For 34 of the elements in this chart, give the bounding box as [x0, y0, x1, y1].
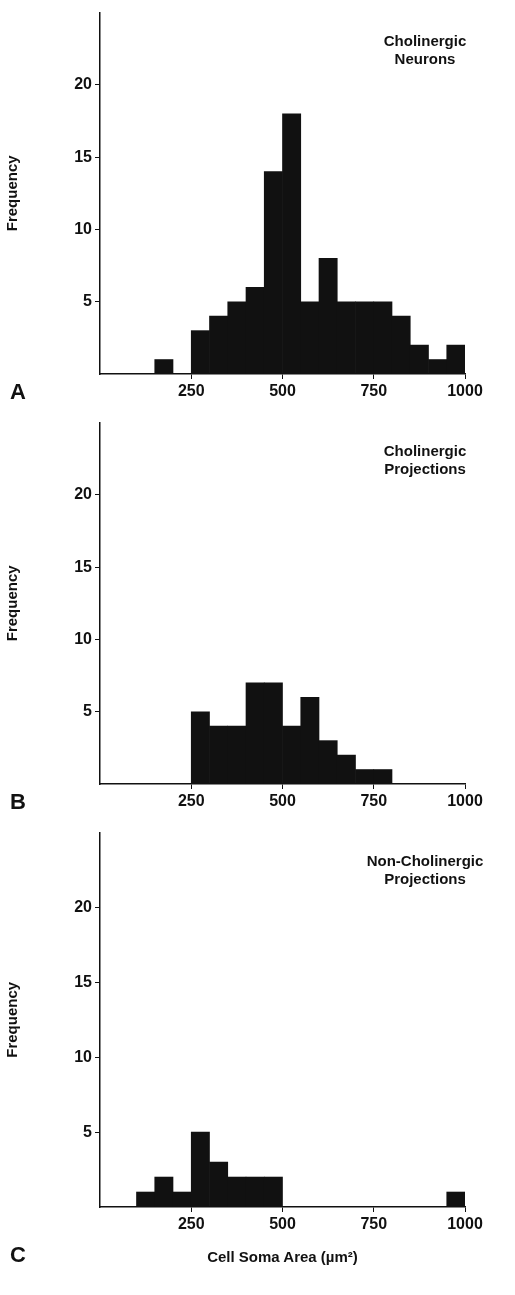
y-tick-label: 20	[74, 897, 93, 915]
y-tick-label: 20	[74, 485, 93, 503]
text: Cholinergic Neurons	[383, 32, 467, 68]
x-tick-label: 750	[360, 792, 388, 810]
text: A	[10, 379, 26, 405]
x-tick-label: 500	[269, 1215, 296, 1233]
x-tick-label: 250	[177, 1215, 205, 1233]
y-tick-label: 5	[83, 292, 93, 310]
y-tick-label: 10	[74, 629, 93, 647]
text: Cholinergic Projections	[383, 442, 467, 478]
y-tick-label: 20	[74, 75, 93, 93]
x-tick-label: 250	[177, 382, 205, 400]
x-tick-label: 1000	[447, 1215, 483, 1233]
y-tick-label: 5	[83, 1122, 93, 1140]
text: B	[10, 789, 26, 815]
x-tick-label: 500	[269, 382, 296, 400]
x-tick-label: 750	[360, 382, 388, 400]
y-axis-title: Frequency	[3, 154, 21, 232]
x-tick-label: 1000	[447, 382, 483, 400]
y-axis-title: Frequency	[3, 564, 21, 642]
x-tick-label: 500	[269, 792, 296, 810]
y-tick-label: 15	[74, 972, 93, 990]
y-tick-label: 10	[74, 219, 93, 237]
x-tick-label: 250	[177, 792, 205, 810]
text: C	[10, 1242, 26, 1268]
y-axis-title: Frequency	[3, 981, 21, 1058]
y-tick-label: 5	[83, 702, 93, 720]
text: Non-Cholinergic Projections	[366, 852, 484, 888]
y-tick-label: 15	[74, 147, 93, 165]
x-tick-label: 750	[360, 1215, 388, 1233]
y-tick-label: 10	[74, 1047, 93, 1065]
y-tick-label: 15	[74, 557, 93, 575]
x-tick-label: 1000	[447, 792, 483, 810]
x-axis-title: Cell Soma Area (µm²)	[207, 1248, 358, 1266]
